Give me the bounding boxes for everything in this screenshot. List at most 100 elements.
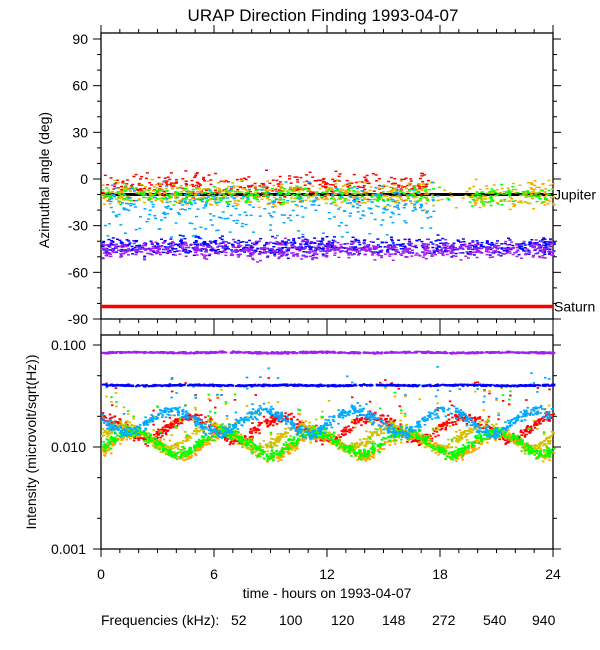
data-point-148 xyxy=(496,193,500,196)
data-point-148 xyxy=(505,191,509,193)
data-point-940 xyxy=(203,257,207,260)
data-point-148 xyxy=(533,192,537,195)
data-point-120 xyxy=(188,184,192,187)
data-point-148 xyxy=(541,201,545,203)
data-point-940 xyxy=(224,244,228,246)
data-point-272 xyxy=(221,211,225,213)
data-point-52 xyxy=(163,177,167,179)
data-point-120 xyxy=(199,196,203,199)
data-point-100 xyxy=(264,192,268,195)
data-point-52 xyxy=(418,443,421,446)
data-point-52 xyxy=(197,183,201,185)
data-point-52 xyxy=(404,177,408,179)
data-point-120 xyxy=(548,184,552,186)
data-point-120 xyxy=(399,180,403,182)
data-point-940 xyxy=(116,249,120,251)
data-point-52 xyxy=(169,424,172,427)
data-point-272 xyxy=(345,231,349,234)
data-point-52 xyxy=(274,188,278,191)
data-point-272 xyxy=(431,181,435,183)
data-point-52 xyxy=(295,176,299,178)
data-point-52 xyxy=(332,180,336,183)
data-point-540 xyxy=(243,246,247,249)
data-point-940 xyxy=(200,248,204,251)
y-tick-label: -60 xyxy=(68,264,88,280)
data-point-940 xyxy=(303,255,307,258)
data-point-540 xyxy=(488,246,492,248)
data-point-940 xyxy=(101,247,105,250)
data-point-100 xyxy=(450,195,454,197)
data-point-148 xyxy=(323,194,327,197)
data-point-540 xyxy=(376,238,380,240)
data-point-940 xyxy=(363,249,367,251)
data-point-148 xyxy=(338,196,342,198)
data-point-52 xyxy=(439,428,442,431)
data-point-272 xyxy=(191,196,195,198)
data-point-148 xyxy=(521,191,525,193)
data-point-540 xyxy=(285,253,289,256)
data-point-120 xyxy=(415,196,419,199)
data-point-100 xyxy=(348,181,352,184)
data-point-148 xyxy=(142,196,146,199)
data-point-272 xyxy=(199,226,203,229)
data-point-540 xyxy=(443,249,447,252)
data-point-100 xyxy=(389,440,393,443)
data-point-100 xyxy=(414,184,418,187)
data-point-940 xyxy=(247,249,251,251)
data-point-940 xyxy=(534,253,538,255)
data-point-540 xyxy=(282,251,286,253)
data-point-148 xyxy=(265,192,269,194)
data-point-940 xyxy=(280,244,284,246)
data-point-940 xyxy=(324,249,328,252)
data-point-120 xyxy=(204,201,208,203)
data-point-100 xyxy=(416,434,419,437)
data-point-52 xyxy=(525,399,528,401)
data-point-540 xyxy=(417,239,421,241)
data-point-940 xyxy=(476,249,480,251)
data-point-148 xyxy=(472,199,476,201)
data-point-540 xyxy=(280,240,284,242)
data-point-540 xyxy=(488,254,492,256)
data-point-940 xyxy=(327,250,331,252)
data-point-100 xyxy=(164,192,168,194)
data-point-148 xyxy=(233,196,237,199)
data-point-272 xyxy=(216,229,220,231)
data-point-540 xyxy=(207,254,211,257)
data-point-52 xyxy=(258,423,262,426)
data-point-100 xyxy=(522,194,526,196)
data-point-52 xyxy=(197,414,201,417)
data-point-52 xyxy=(363,417,367,420)
data-point-540 xyxy=(533,242,537,244)
data-point-100 xyxy=(475,190,479,193)
data-point-148 xyxy=(292,200,296,203)
data-point-148 xyxy=(446,197,450,200)
data-point-940 xyxy=(150,253,154,256)
data-point-272 xyxy=(212,196,216,198)
data-point-148 xyxy=(212,185,216,188)
data-point-120 xyxy=(247,201,251,204)
data-point-940 xyxy=(357,247,361,250)
data-point-52 xyxy=(188,417,192,420)
data-point-52 xyxy=(200,414,203,416)
data-point-52 xyxy=(209,399,212,402)
data-point-120 xyxy=(282,189,286,192)
data-point-52 xyxy=(483,389,486,391)
data-point-540 xyxy=(360,247,364,249)
data-point-940 xyxy=(323,244,327,246)
data-point-272 xyxy=(266,195,270,197)
data-point-540 xyxy=(195,236,199,238)
data-point-52 xyxy=(505,441,508,444)
data-point-940 xyxy=(427,238,431,241)
data-point-540 xyxy=(111,237,115,239)
data-point-52 xyxy=(113,415,117,418)
data-point-52 xyxy=(158,185,162,188)
data-point-272 xyxy=(408,200,412,202)
data-point-940 xyxy=(181,247,185,250)
data-point-52 xyxy=(175,422,178,424)
data-point-540 xyxy=(481,245,485,248)
data-point-52 xyxy=(106,184,110,186)
data-point-540 xyxy=(317,246,321,249)
data-point-120 xyxy=(482,198,486,200)
data-point-100 xyxy=(548,459,551,461)
data-point-100 xyxy=(541,460,545,463)
